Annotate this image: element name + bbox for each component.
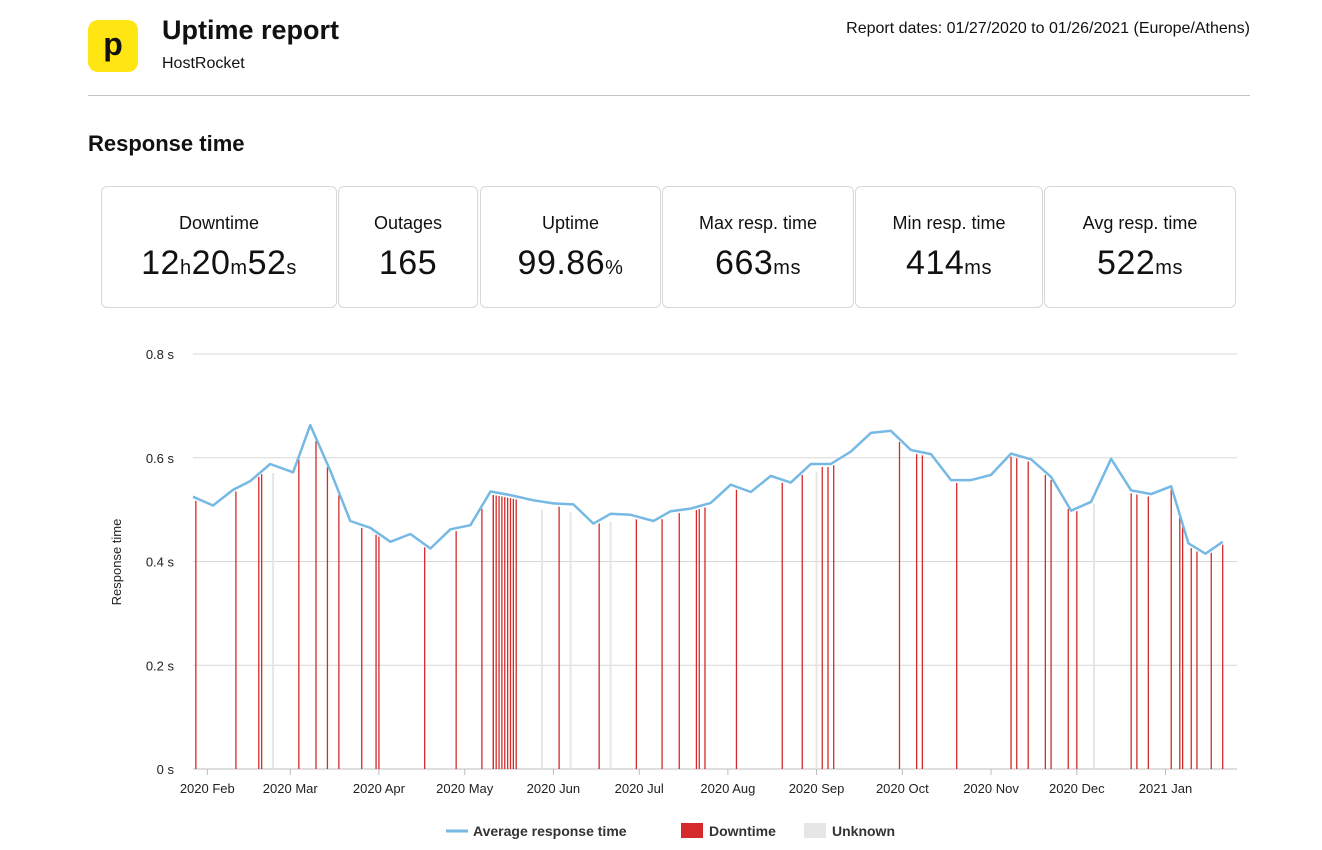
stat-number: 12 bbox=[141, 244, 180, 282]
x-tick-label: 2020 Mar bbox=[263, 781, 319, 796]
stat-value: 165 bbox=[339, 244, 477, 283]
average-response-line bbox=[192, 423, 1224, 555]
legend-label: Downtime bbox=[709, 823, 776, 839]
x-tick-label: 2020 May bbox=[436, 781, 494, 796]
legend-unknown-swatch bbox=[804, 823, 826, 838]
stat-card: Max resp. time 663ms bbox=[662, 186, 854, 308]
x-tick-label: 2020 Jul bbox=[615, 781, 664, 796]
y-tick-label: 0.4 s bbox=[146, 555, 175, 570]
stat-unit: ms bbox=[773, 257, 801, 279]
y-tick-label: 0.2 s bbox=[146, 658, 175, 673]
x-tick-label: 2020 Oct bbox=[876, 781, 929, 796]
stat-card: Outages 165 bbox=[338, 186, 478, 308]
x-tick-label: 2020 Feb bbox=[180, 781, 235, 796]
stat-label: Max resp. time bbox=[698, 213, 818, 233]
stat-value: 522ms bbox=[1045, 244, 1235, 283]
stat-card: Min resp. time 414ms bbox=[855, 186, 1043, 308]
stat-label: Min resp. time bbox=[892, 213, 1006, 233]
stat-card: Avg resp. time 522ms bbox=[1044, 186, 1236, 308]
x-tick-label: 2020 Apr bbox=[353, 781, 406, 796]
y-tick-label: 0 s bbox=[157, 762, 175, 777]
stat-value: 12h20m52s bbox=[102, 244, 336, 283]
legend-label: Average response time bbox=[473, 823, 627, 839]
y-tick-label: 0.6 s bbox=[146, 451, 175, 466]
x-tick-label: 2020 Dec bbox=[1049, 781, 1105, 796]
stat-number: 663 bbox=[715, 244, 774, 282]
stat-value: 414ms bbox=[856, 244, 1042, 283]
stat-number: 52 bbox=[247, 244, 287, 282]
logo: p bbox=[88, 20, 138, 72]
stat-number: 165 bbox=[378, 244, 438, 282]
stat-unit: ms bbox=[964, 257, 992, 279]
x-tick-label: 2020 Aug bbox=[700, 781, 755, 796]
stat-unit: h bbox=[179, 257, 192, 279]
stat-number: 414 bbox=[906, 244, 965, 282]
stat-number: 99.86 bbox=[517, 244, 606, 282]
stat-unit: ms bbox=[1155, 257, 1183, 279]
x-tick-label: 2020 Jun bbox=[527, 781, 581, 796]
stat-unit: % bbox=[605, 257, 624, 279]
stat-number: 522 bbox=[1097, 244, 1156, 282]
stat-unit: s bbox=[286, 257, 297, 279]
stat-label: Avg resp. time bbox=[1082, 213, 1198, 233]
logo-letter: p bbox=[103, 26, 123, 62]
x-tick-label: 2021 Jan bbox=[1139, 781, 1193, 796]
report-dates: Report dates: 01/27/2020 to 01/26/2021 (… bbox=[846, 20, 1250, 37]
y-axis-label: Response time bbox=[109, 519, 124, 606]
x-tick-label: 2020 Sep bbox=[789, 781, 845, 796]
stat-unit: m bbox=[230, 257, 248, 279]
legend-downtime-swatch bbox=[681, 823, 703, 838]
stat-label: Uptime bbox=[541, 213, 599, 233]
page-title: Uptime report bbox=[162, 15, 340, 45]
stat-card: Uptime 99.86% bbox=[480, 186, 661, 308]
section-title: Response time bbox=[88, 131, 245, 156]
stat-label: Outages bbox=[373, 213, 443, 233]
stat-value: 99.86% bbox=[481, 244, 660, 283]
stat-value: 663ms bbox=[663, 244, 853, 283]
monitor-name: HostRocket bbox=[162, 55, 245, 72]
y-tick-label: 0.8 s bbox=[146, 347, 175, 362]
legend-label: Unknown bbox=[832, 823, 895, 839]
stat-card: Downtime 12h20m52s bbox=[101, 186, 337, 308]
x-tick-label: 2020 Nov bbox=[963, 781, 1019, 796]
stat-number: 20 bbox=[191, 244, 231, 282]
stat-label: Downtime bbox=[178, 213, 260, 233]
header-divider bbox=[88, 95, 1250, 96]
